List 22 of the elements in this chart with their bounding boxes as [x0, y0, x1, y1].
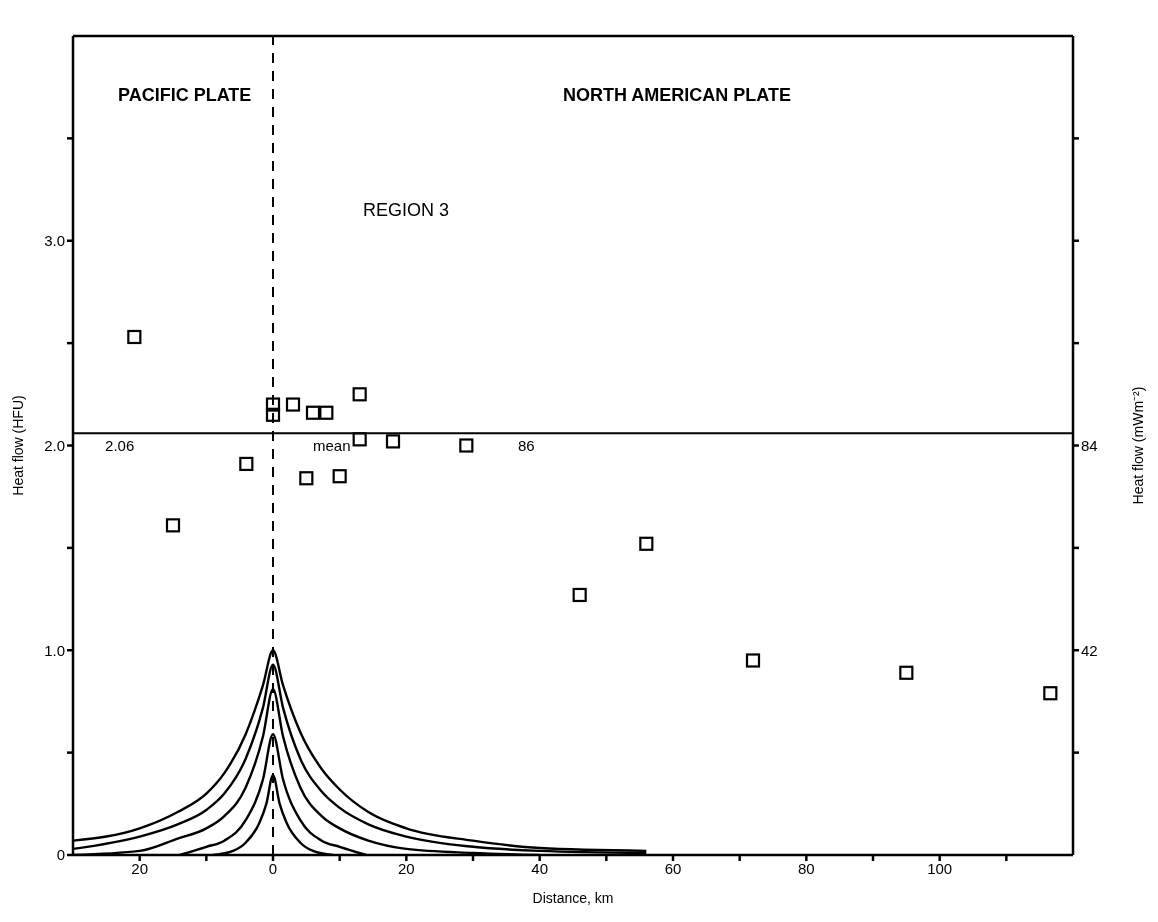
x-tick-label: 100 — [927, 859, 953, 877]
y-tick-label: 2.0 — [44, 436, 65, 454]
x-tick-label: 60 — [664, 859, 682, 877]
y-tick-label: 1.0 — [44, 641, 65, 659]
x-tick-label: 80 — [797, 859, 815, 877]
y2-axis-title: Heat flow (mWm⁻²) — [1129, 386, 1146, 505]
x-tick-label: 20 — [131, 859, 149, 877]
annotation: 86 — [517, 437, 535, 455]
annotation: PACIFIC PLATE — [118, 85, 252, 107]
annotation: NORTH AMERICAN PLATE — [563, 85, 791, 107]
ref-line-label: mean — [313, 437, 351, 455]
x-tick-label: 20 — [397, 859, 415, 877]
y-tick-label: 0 — [56, 846, 65, 864]
x-tick-label: 0 — [268, 859, 278, 877]
annotation: 2.06 — [105, 437, 135, 455]
x-tick-label: 40 — [531, 859, 549, 877]
annotation: REGION 3 — [363, 199, 450, 221]
y-tick-label: 3.0 — [44, 232, 65, 250]
y2-tick-label: 42 — [1081, 641, 1098, 659]
y-axis-title: Heat flow (HFU) — [9, 395, 26, 496]
y2-tick-label: 84 — [1081, 436, 1098, 454]
x-axis-title: Distance, km — [532, 890, 614, 906]
